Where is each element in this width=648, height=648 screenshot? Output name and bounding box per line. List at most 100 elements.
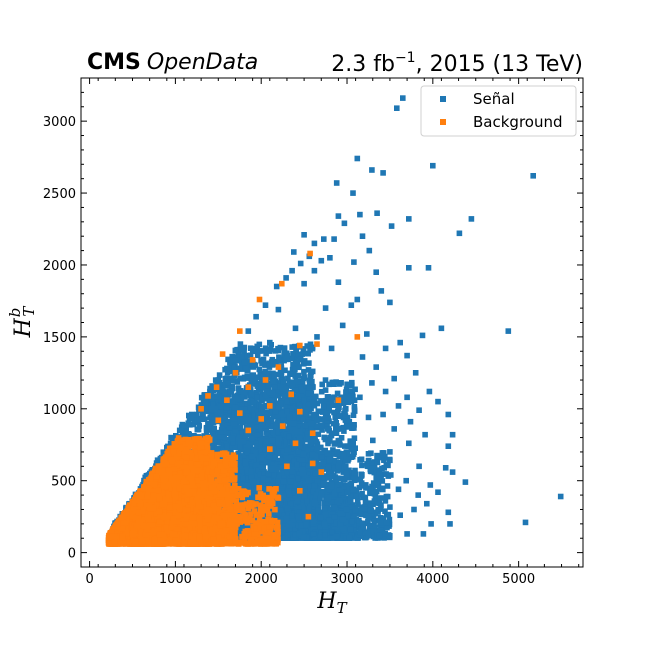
data-point <box>244 388 250 395</box>
data-point <box>222 417 229 424</box>
data-point <box>241 356 248 363</box>
data-point <box>263 350 269 357</box>
data-point <box>253 462 259 468</box>
data-point <box>307 341 314 348</box>
chart-header-left: CMS OpenData <box>87 50 258 75</box>
data-point <box>253 389 260 396</box>
data-point <box>235 451 242 457</box>
data-point <box>279 453 286 459</box>
data-point <box>244 373 250 379</box>
data-point <box>266 409 273 416</box>
data-point <box>254 343 260 350</box>
data-point <box>262 362 268 368</box>
data-point <box>217 403 224 410</box>
data-point <box>167 440 174 447</box>
data-point <box>180 429 186 435</box>
data-point <box>186 412 192 419</box>
data-point <box>305 350 311 357</box>
data-point <box>254 374 261 380</box>
data-point <box>239 353 246 360</box>
data-point <box>203 424 210 431</box>
data-point <box>230 432 237 438</box>
data-point <box>230 399 236 405</box>
data-point <box>282 367 288 374</box>
data-point <box>290 505 296 512</box>
data-point <box>295 471 301 477</box>
data-point <box>300 346 307 352</box>
subtitle-label: OpenData <box>147 50 258 75</box>
data-point <box>189 411 195 418</box>
data-point <box>212 393 219 400</box>
data-point <box>181 422 187 429</box>
data-point <box>254 472 260 478</box>
data-point <box>277 367 284 374</box>
data-point <box>208 407 215 413</box>
data-point <box>250 457 257 463</box>
data-point <box>242 400 248 407</box>
data-point <box>234 418 241 425</box>
data-point <box>265 482 271 488</box>
data-point <box>250 419 256 426</box>
data-point <box>225 356 231 363</box>
data-point <box>242 468 248 474</box>
data-point <box>226 412 232 418</box>
data-point <box>224 400 230 406</box>
data-point <box>227 360 233 366</box>
data-point <box>254 443 260 449</box>
data-point <box>252 377 258 384</box>
data-point <box>256 366 263 373</box>
data-point <box>255 449 261 456</box>
data-point <box>289 344 295 350</box>
data-point <box>203 396 210 402</box>
data-point <box>257 429 264 436</box>
data-point <box>245 362 252 368</box>
data-point <box>212 406 219 413</box>
data-point <box>236 460 242 467</box>
data-point <box>235 385 242 391</box>
data-point <box>266 364 273 370</box>
data-point <box>255 467 262 474</box>
data-point <box>247 409 254 415</box>
data-point <box>239 469 245 476</box>
data-point <box>241 454 248 461</box>
data-point <box>277 420 284 426</box>
data-point <box>262 368 268 375</box>
experiment-label: CMS <box>87 50 141 75</box>
data-point <box>218 445 225 452</box>
data-point <box>241 350 247 356</box>
data-point <box>214 412 221 418</box>
data-point <box>201 416 208 422</box>
data-point <box>274 371 281 378</box>
data-point <box>278 372 285 378</box>
data-point <box>250 381 257 387</box>
data-point <box>295 351 302 358</box>
data-point <box>207 423 213 429</box>
data-point <box>190 421 196 428</box>
data-point <box>196 416 203 423</box>
data-point <box>307 441 314 448</box>
data-point <box>207 385 213 392</box>
data-point <box>246 404 252 411</box>
data-point <box>210 437 217 444</box>
data-point <box>269 362 276 368</box>
data-point <box>292 373 298 379</box>
data-point <box>301 358 308 364</box>
data-point <box>194 426 201 433</box>
data-point <box>236 469 242 475</box>
data-point <box>237 424 244 431</box>
data-point <box>240 446 246 452</box>
data-point <box>272 348 279 354</box>
data-point <box>281 345 288 351</box>
data-point <box>220 421 226 427</box>
data-point <box>279 457 286 463</box>
data-point <box>225 383 231 389</box>
data-point <box>216 396 222 403</box>
data-point <box>236 473 242 480</box>
data-point <box>232 444 238 450</box>
data-point <box>211 432 218 438</box>
data-point <box>227 422 234 428</box>
data-point <box>252 437 259 444</box>
data-point <box>254 424 261 430</box>
data-point <box>183 429 189 435</box>
data-point <box>289 371 295 377</box>
